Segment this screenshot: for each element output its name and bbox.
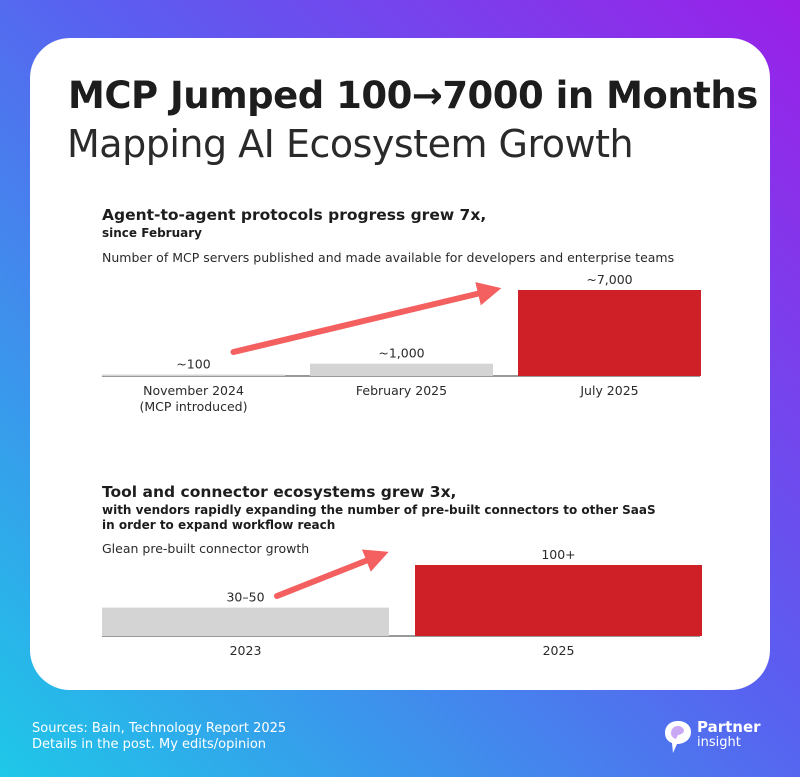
chart1-subtitle: since February [102, 226, 202, 240]
chart1-value-label-2: ~7,000 [586, 272, 632, 287]
charts-area: Agent-to-agent protocols progress grew 7… [102, 206, 702, 658]
chart2-trend-arrow [274, 549, 389, 599]
chart2-value-label-0: 30–50 [226, 590, 264, 605]
chart1-value-label-0: ~100 [176, 357, 210, 372]
chart1-bar-1 [310, 363, 493, 376]
chart1-trend-arrow [230, 281, 502, 355]
chart2-subtitle-line2: in order to expand workflow reach [102, 518, 335, 532]
chart2-description: Glean pre-built connector growth [102, 541, 309, 556]
footer-sources: Sources: Bain, Technology Report 2025 De… [32, 721, 286, 753]
note-text: Details in the post. My edits/opinion [32, 737, 267, 752]
chart1-category-label-1: February 2025 [356, 383, 447, 398]
sources-text: Sources: Bain, Technology Report 2025 [32, 721, 287, 736]
chart1-category-label-0: November 2024 [143, 383, 244, 398]
chart1-description: Number of MCP servers published and made… [102, 250, 674, 265]
chart1-value-label-1: ~1,000 [378, 346, 424, 361]
chart2-subtitle-line1: with vendors rapidly expanding the numbe… [102, 503, 656, 517]
chart1-bar-2 [518, 290, 701, 376]
chart2-bar-1 [415, 565, 702, 636]
chart1-title: Agent-to-agent protocols progress grew 7… [102, 206, 486, 224]
brand-name: Partner [697, 718, 761, 736]
headline: MCP Jumped 100→7000 in Months [68, 74, 758, 117]
chart2-title: Tool and connector ecosystems grew 3x, [102, 483, 456, 501]
chart1-bar-0 [102, 374, 285, 376]
chart2-value-label-1: 100+ [541, 547, 575, 562]
content-card: MCP Jumped 100→7000 in Months Mapping AI… [30, 38, 770, 690]
brand-logo: Partner insight [664, 718, 774, 758]
chart2-bar-0 [102, 607, 389, 636]
chart2-category-label-0: 2023 [230, 643, 262, 658]
chart2-category-label-1: 2025 [543, 643, 575, 658]
partner-insight-logo-icon [665, 721, 691, 753]
chart1-category-label-2: July 2025 [579, 383, 638, 398]
chart1-category-note-0: (MCP introduced) [140, 399, 248, 414]
brand-subname: insight [697, 735, 741, 750]
subheadline: Mapping AI Ecosystem Growth [67, 122, 634, 166]
